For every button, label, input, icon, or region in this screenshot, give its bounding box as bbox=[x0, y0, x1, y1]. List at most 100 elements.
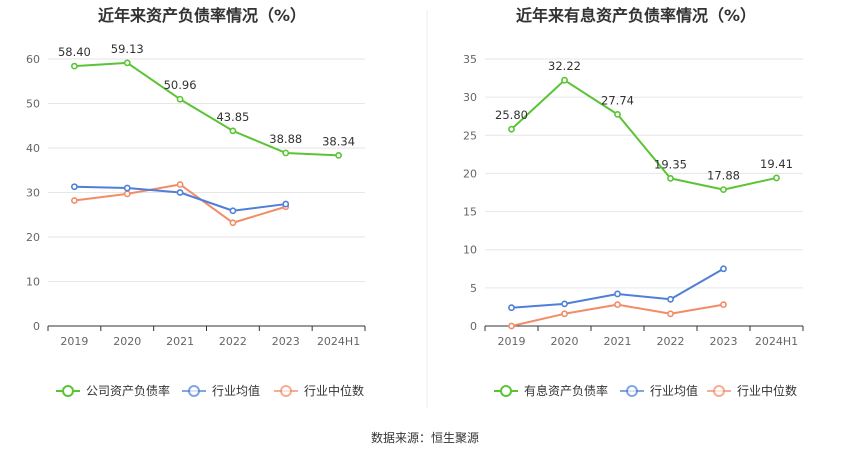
x-tick-label: 2019 bbox=[498, 335, 526, 348]
y-tick-label: 40 bbox=[26, 142, 40, 155]
legend-marker bbox=[626, 385, 638, 397]
data-point bbox=[667, 174, 674, 182]
y-tick-label: 35 bbox=[463, 53, 477, 66]
data-point bbox=[229, 219, 237, 227]
data-label: 38.88 bbox=[269, 132, 302, 146]
legend-label: 有息资产负债率 bbox=[524, 383, 608, 398]
data-point bbox=[614, 301, 621, 309]
y-tick-label: 15 bbox=[463, 206, 477, 219]
legend-item: 公司资产负债率 bbox=[56, 383, 170, 398]
legend-item: 有息资产负债率 bbox=[494, 383, 608, 398]
series-line bbox=[510, 79, 777, 191]
legend-label: 公司资产负债率 bbox=[86, 383, 170, 398]
data-point bbox=[123, 59, 131, 67]
y-tick-label: 10 bbox=[26, 276, 40, 289]
data-point bbox=[508, 125, 515, 133]
data-label: 17.88 bbox=[707, 169, 740, 183]
data-point bbox=[71, 183, 78, 191]
x-tick-label: 2024H1 bbox=[317, 335, 360, 348]
legend-label: 行业中位数 bbox=[737, 383, 797, 398]
data-point bbox=[508, 304, 515, 312]
x-tick-label: 2022 bbox=[657, 335, 685, 348]
data-point bbox=[561, 76, 568, 84]
chart-title: 近年来资产负债率情况（%） bbox=[98, 6, 306, 25]
y-tick-label: 0 bbox=[470, 320, 477, 333]
data-point bbox=[614, 110, 621, 118]
data-point bbox=[561, 310, 568, 318]
x-tick-label: 2021 bbox=[166, 335, 194, 348]
data-point bbox=[229, 207, 237, 215]
y-tick-label: 30 bbox=[26, 187, 40, 200]
x-tick-label: 2024H1 bbox=[755, 335, 798, 348]
legend-label: 行业均值 bbox=[650, 383, 698, 398]
legend-item: 行业中位数 bbox=[707, 383, 797, 398]
data-label: 43.85 bbox=[216, 110, 249, 124]
legend-marker bbox=[188, 385, 200, 397]
data-point bbox=[176, 95, 184, 103]
legend-marker bbox=[500, 385, 512, 397]
data-label: 58.40 bbox=[58, 45, 91, 59]
data-point bbox=[561, 300, 568, 308]
data-label: 25.80 bbox=[495, 108, 528, 122]
y-tick-label: 60 bbox=[26, 53, 40, 66]
y-tick-label: 5 bbox=[470, 282, 477, 295]
data-point bbox=[71, 197, 78, 204]
data-point bbox=[123, 190, 131, 198]
chart-panel-1: 近年来资产负债率情况（%） 0 10 20 30 40 50 60 2019 2020 2021 20… bbox=[26, 6, 366, 398]
legend-marker bbox=[713, 385, 725, 397]
data-point bbox=[335, 151, 342, 159]
data-label: 50.96 bbox=[164, 78, 197, 92]
chart-panel-2: 近年来有息资产负债率情况（%） 0 5 10 15 20 25 30 35 2019 2020 202… bbox=[463, 6, 804, 398]
series-行业中位数 bbox=[508, 301, 727, 330]
x-tick-label: 2023 bbox=[272, 335, 300, 348]
y-tick-label: 0 bbox=[33, 320, 40, 333]
data-point bbox=[720, 265, 727, 273]
series-公司资产负债率: 58.40 59.13 50.96 43.85 38.88 38.34 bbox=[58, 42, 355, 159]
x-tick-label: 2020 bbox=[551, 335, 579, 348]
data-point bbox=[614, 290, 621, 298]
data-point bbox=[508, 322, 515, 330]
legend-item: 行业均值 bbox=[620, 383, 698, 398]
legend-label: 行业中位数 bbox=[304, 383, 364, 398]
legend-marker bbox=[280, 385, 292, 397]
legend-item: 行业均值 bbox=[182, 383, 260, 398]
y-tick-label: 25 bbox=[463, 129, 477, 142]
series-line bbox=[74, 61, 339, 157]
data-point bbox=[282, 149, 290, 157]
data-point bbox=[667, 295, 674, 303]
data-label: 19.35 bbox=[654, 157, 687, 171]
data-label: 27.74 bbox=[601, 93, 634, 107]
x-tick-label: 2023 bbox=[710, 335, 738, 348]
data-point bbox=[667, 310, 674, 318]
data-label: 19.41 bbox=[760, 157, 793, 171]
y-tick-label: 30 bbox=[463, 91, 477, 104]
data-point bbox=[720, 186, 727, 194]
series-行业均值 bbox=[71, 183, 290, 215]
y-tick-label: 10 bbox=[463, 244, 477, 257]
data-source-note: 数据来源：恒生聚源 bbox=[371, 430, 479, 445]
data-point bbox=[71, 62, 78, 70]
legend-marker bbox=[62, 385, 74, 397]
chart-title: 近年来有息资产负债率情况（%） bbox=[516, 6, 756, 25]
data-point bbox=[720, 301, 727, 309]
data-point bbox=[229, 127, 237, 135]
x-tick-label: 2022 bbox=[219, 335, 247, 348]
data-point bbox=[123, 184, 131, 192]
data-point bbox=[773, 174, 780, 182]
data-point bbox=[282, 200, 290, 208]
data-label: 38.34 bbox=[322, 134, 355, 148]
x-tick-label: 2021 bbox=[604, 335, 632, 348]
legend-item: 行业中位数 bbox=[274, 383, 364, 398]
legend-label: 行业均值 bbox=[212, 383, 260, 398]
data-label: 59.13 bbox=[111, 42, 144, 56]
y-tick-label: 20 bbox=[26, 231, 40, 244]
x-tick-label: 2020 bbox=[113, 335, 141, 348]
y-tick-label: 20 bbox=[463, 167, 477, 180]
data-point bbox=[176, 189, 184, 196]
x-tick-label: 2019 bbox=[60, 335, 88, 348]
y-tick-label: 50 bbox=[26, 98, 40, 111]
data-point bbox=[176, 181, 184, 188]
series-行业均值 bbox=[508, 265, 727, 312]
series-有息资产负债率: 25.80 32.22 27.74 19.35 17.88 19.41 bbox=[495, 59, 793, 194]
